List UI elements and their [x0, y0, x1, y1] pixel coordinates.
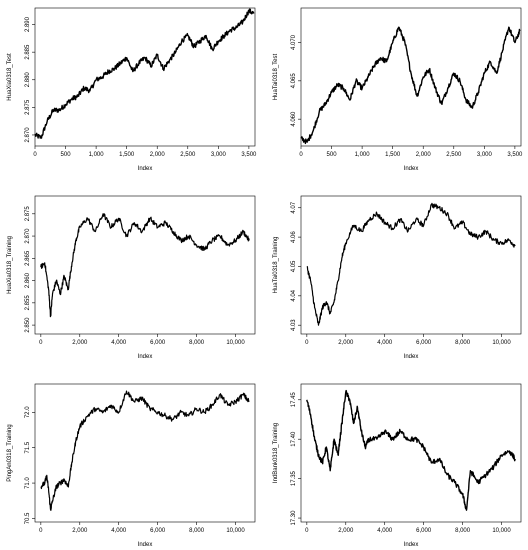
x-tick-label: 2,000 — [150, 152, 166, 158]
x-tick-label: 500 — [61, 152, 72, 158]
x-tick-label: 6,000 — [416, 340, 432, 346]
x-tick-label: 0 — [33, 152, 37, 158]
plot-frame — [300, 195, 522, 335]
y-tick-label: 4.060 — [291, 111, 297, 127]
x-tick-label: 6,000 — [150, 340, 166, 346]
x-tick-label: 0 — [39, 340, 43, 346]
x-tick-label: 0 — [305, 528, 309, 534]
panel-indbank-training: 0 2,000 4,000 6,000 8,000 10,000 17.30 17.35 17.… — [273, 383, 522, 548]
x-tick-label: 4,000 — [377, 528, 393, 534]
x-tick-label: 6,000 — [150, 528, 166, 534]
y-tick-label: 4.070 — [291, 34, 297, 50]
y-tick-label: 2.880 — [25, 72, 31, 88]
x-tick-label: 2,000 — [338, 528, 354, 534]
plot-frame — [34, 7, 256, 147]
plot-frame — [34, 383, 256, 523]
x-axis-label: Index — [404, 354, 419, 360]
y-tick-label: 2.870 — [25, 228, 31, 244]
panel-huaxia-training: 0 2,000 4,000 6,000 8,000 10,000 2.850 2.855 2.8… — [7, 195, 256, 360]
y-tick-label: 4.04 — [291, 289, 297, 301]
x-tick-label: 4,000 — [111, 340, 127, 346]
series-line — [306, 389, 516, 511]
x-tick-label: 500 — [327, 152, 338, 158]
y-tick-label: 71.0 — [25, 477, 31, 489]
x-axis-label: Index — [138, 542, 153, 548]
x-tick-label: 8,000 — [455, 340, 471, 346]
x-tick-label: 1,500 — [385, 152, 401, 158]
x-tick-label: 10,000 — [226, 340, 245, 346]
x-axis-label: Index — [404, 542, 419, 548]
y-tick-label: 2.890 — [25, 16, 31, 32]
x-tick-label: 8,000 — [455, 528, 471, 534]
x-tick-label: 4,000 — [377, 340, 393, 346]
x-tick-label: 3,500 — [241, 152, 257, 158]
y-tick-label: 71.5 — [25, 441, 31, 453]
plot-frame — [34, 195, 256, 335]
x-tick-label: 2,000 — [72, 528, 88, 534]
y-tick-label: 4.07 — [291, 201, 297, 213]
x-tick-label: 3,000 — [211, 152, 227, 158]
y-tick-label: 2.855 — [25, 295, 31, 311]
y-axis-label: IndBank0318_Training — [273, 423, 279, 483]
x-axis-label: Index — [404, 166, 419, 172]
x-tick-label: 2,500 — [180, 152, 196, 158]
series-line — [40, 213, 250, 318]
x-tick-label: 2,500 — [446, 152, 462, 158]
series-line — [300, 26, 521, 145]
y-tick-label: 4.065 — [291, 73, 297, 89]
x-tick-label: 6,000 — [416, 528, 432, 534]
y-axis-label: HuaTai0318_Test — [273, 53, 279, 100]
x-tick-label: 8,000 — [189, 340, 205, 346]
x-tick-label: 2,000 — [72, 340, 88, 346]
x-tick-label: 0 — [305, 340, 309, 346]
x-tick-label: 8,000 — [189, 528, 205, 534]
series-line — [34, 8, 255, 139]
y-axis-label: HuaXia0318_Test — [7, 53, 13, 101]
x-tick-label: 1,000 — [355, 152, 371, 158]
panel-huaxia-test: 0 500 1,000 1,500 2,000 2,500 3,000 3,500 2.870 2… — [7, 7, 257, 172]
y-tick-label: 2.870 — [25, 127, 31, 143]
y-tick-label: 2.875 — [25, 99, 31, 115]
x-axis-label: Index — [138, 166, 153, 172]
y-axis-label: HuaXia0318_Training — [7, 236, 13, 294]
y-tick-label: 17.35 — [291, 470, 297, 486]
y-tick-label: 17.40 — [291, 431, 297, 447]
x-axis-label: Index — [138, 354, 153, 360]
x-tick-label: 10,000 — [226, 528, 245, 534]
x-tick-label: 0 — [299, 152, 303, 158]
y-tick-label: 70.5 — [25, 512, 31, 524]
x-tick-label: 10,000 — [492, 528, 511, 534]
y-tick-label: 4.03 — [291, 319, 297, 331]
y-tick-label: 17.45 — [291, 392, 297, 408]
panel-pingan-training: 0 2,000 4,000 6,000 8,000 10,000 70.5 71.0 71.5 7… — [7, 383, 256, 548]
y-tick-label: 4.06 — [291, 231, 297, 243]
plot-frame — [300, 7, 522, 147]
x-tick-label: 2,000 — [338, 340, 354, 346]
y-tick-label: 2.850 — [25, 317, 31, 333]
y-tick-label: 2.860 — [25, 272, 31, 288]
series-line — [306, 202, 516, 326]
y-tick-label: 4.05 — [291, 260, 297, 272]
x-tick-label: 0 — [39, 528, 43, 534]
y-tick-label: 2.865 — [25, 250, 31, 266]
x-tick-label: 1,500 — [119, 152, 135, 158]
y-tick-label: 17.30 — [291, 510, 297, 526]
x-tick-label: 4,000 — [111, 528, 127, 534]
panel-huatai-test: 0 500 1,000 1,500 2,000 2,500 3,000 3,500 4.060 4… — [273, 7, 523, 172]
panel-huatai-training: 0 2,000 4,000 6,000 8,000 10,000 4.03 4.04 4.05 4… — [273, 195, 522, 360]
plot-frame — [300, 383, 522, 523]
x-tick-label: 10,000 — [492, 340, 511, 346]
y-tick-label: 2.885 — [25, 44, 31, 60]
x-tick-label: 2,000 — [416, 152, 432, 158]
x-tick-label: 3,500 — [507, 152, 523, 158]
x-tick-label: 3,000 — [477, 152, 493, 158]
x-tick-label: 1,000 — [89, 152, 105, 158]
y-axis-label: PingAn0318_Training — [7, 424, 13, 482]
y-tick-label: 2.875 — [25, 206, 31, 222]
y-tick-label: 72.0 — [25, 406, 31, 418]
series-line — [40, 390, 250, 511]
y-axis-label: HuaTai0318_Training — [273, 237, 279, 294]
